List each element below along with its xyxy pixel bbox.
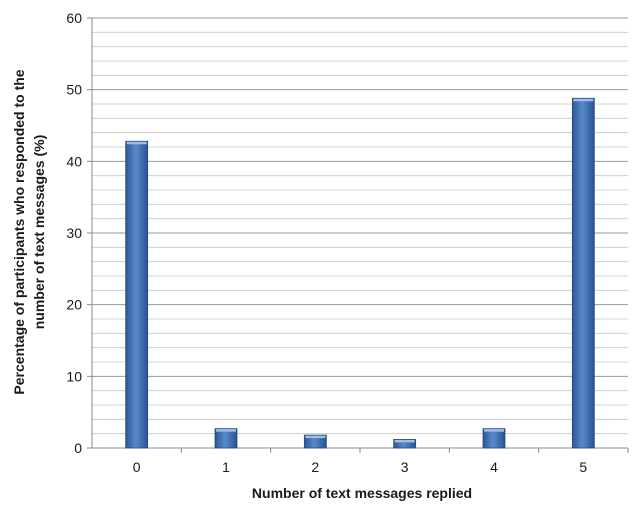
y-tick-label: 40 bbox=[66, 153, 82, 169]
x-tick-label: 1 bbox=[222, 459, 230, 475]
bar-cap-3 bbox=[394, 439, 415, 443]
bars bbox=[125, 97, 595, 449]
gridlines bbox=[92, 17, 628, 435]
y-tick-label: 30 bbox=[66, 225, 82, 241]
x-tick-label: 0 bbox=[133, 459, 141, 475]
bar-cap-2 bbox=[305, 435, 326, 439]
y-tick-label: 0 bbox=[74, 440, 82, 456]
y-axis-title-line-1: Percentage of participants who responded… bbox=[11, 69, 27, 394]
y-tick-label: 60 bbox=[66, 10, 82, 26]
x-axis-title: Number of text messages replied bbox=[252, 485, 472, 501]
x-tick-labels: 0 1 2 3 4 5 bbox=[133, 459, 588, 475]
bar-0 bbox=[125, 140, 149, 449]
bar-2 bbox=[303, 434, 327, 449]
x-tick-label: 2 bbox=[311, 459, 319, 475]
y-axis-title: Percentage of participants who responded… bbox=[11, 69, 47, 394]
y-tick-labels: 0 10 20 30 40 50 60 bbox=[66, 10, 82, 456]
axes bbox=[87, 17, 629, 453]
x-tick-label: 3 bbox=[401, 459, 409, 475]
bar-1 bbox=[214, 428, 238, 449]
bar-cap-5 bbox=[573, 98, 594, 102]
bar-cap-4 bbox=[484, 429, 504, 432]
bar-cap-1 bbox=[216, 429, 236, 432]
bar-4 bbox=[482, 428, 506, 449]
bar-3 bbox=[393, 438, 417, 449]
bar-cap-0 bbox=[126, 141, 147, 145]
y-tick-label: 10 bbox=[66, 368, 82, 384]
y-axis-title-line-2: number of text messages (%) bbox=[31, 135, 47, 330]
y-tick-label: 20 bbox=[66, 297, 82, 313]
x-tick-label: 4 bbox=[490, 459, 498, 475]
y-tick-label: 50 bbox=[66, 82, 82, 98]
bar-5 bbox=[571, 97, 595, 449]
x-tick-label: 5 bbox=[579, 459, 587, 475]
